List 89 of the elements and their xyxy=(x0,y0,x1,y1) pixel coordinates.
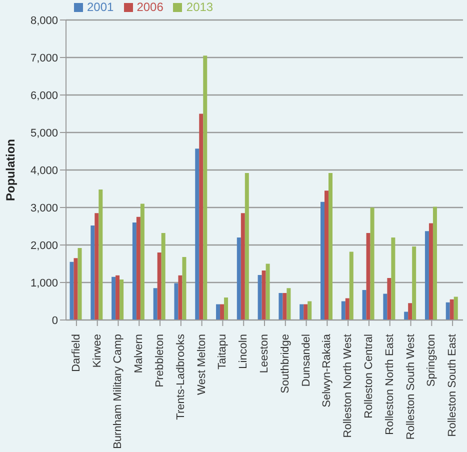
x-tick-label: Leeston xyxy=(258,334,270,374)
bar xyxy=(224,298,228,320)
x-tick-label: Kirwee xyxy=(91,334,104,368)
bar xyxy=(178,275,182,320)
bar xyxy=(136,216,140,320)
bar xyxy=(240,213,245,320)
legend-label: 2006 xyxy=(136,0,164,14)
bar xyxy=(70,262,74,320)
bar xyxy=(98,190,103,320)
x-tick-label: Selwyn-Rakaia xyxy=(321,333,334,408)
x-tick-label: Rolleston South East xyxy=(446,334,459,437)
bar xyxy=(345,298,350,320)
bar xyxy=(244,173,249,320)
x-tick-label: Lincoln xyxy=(238,334,250,369)
bar xyxy=(362,290,366,320)
bar xyxy=(424,231,429,320)
bar xyxy=(404,312,408,320)
bar xyxy=(300,304,304,320)
bar xyxy=(282,293,287,320)
x-tick-label: Darfield xyxy=(70,334,82,372)
bar xyxy=(90,226,95,320)
bar xyxy=(349,252,354,320)
bar xyxy=(328,173,332,320)
bar xyxy=(182,257,186,320)
bar xyxy=(286,288,291,320)
x-tick-label: Rolleston North West xyxy=(342,334,354,438)
bar xyxy=(116,275,120,320)
bar xyxy=(450,299,454,320)
bar xyxy=(408,303,412,320)
bar xyxy=(370,208,374,320)
bar xyxy=(278,293,283,320)
y-tick-label: 1,000 xyxy=(30,277,58,290)
bar xyxy=(383,294,388,320)
bar xyxy=(412,246,416,320)
legend-label: 2013 xyxy=(186,0,214,14)
x-tick-label: Rolleston North East xyxy=(384,334,396,435)
bar xyxy=(120,280,124,320)
x-tick-label: Burnham Military Camp xyxy=(112,334,124,449)
bar xyxy=(157,252,162,320)
y-tick-label: 2,000 xyxy=(30,240,58,252)
x-tick-label: Dunsandel xyxy=(300,334,312,387)
bar xyxy=(308,301,312,320)
bar xyxy=(432,206,437,320)
bar xyxy=(74,258,78,320)
bar xyxy=(262,270,266,320)
bar xyxy=(203,56,208,320)
y-tick-label: 8,000 xyxy=(30,14,58,27)
bar xyxy=(140,204,144,320)
bar xyxy=(153,288,158,320)
bar xyxy=(195,148,200,320)
bar xyxy=(161,233,166,320)
bar xyxy=(220,304,224,320)
bar xyxy=(454,296,458,320)
x-tick-label: Rolleston South West xyxy=(404,334,417,440)
bar xyxy=(341,301,346,320)
bar xyxy=(258,275,262,320)
x-tick-label: Trents-Ladbrooks xyxy=(174,334,187,420)
bar xyxy=(112,276,116,320)
bar xyxy=(304,304,308,320)
bar xyxy=(391,238,396,320)
bar xyxy=(216,304,220,320)
x-tick-label: Rolleston Central xyxy=(362,334,375,418)
bar xyxy=(199,114,204,320)
bar xyxy=(366,233,370,320)
bar xyxy=(78,248,82,320)
y-axis-title: Population xyxy=(3,139,18,201)
bar xyxy=(324,190,328,320)
bar xyxy=(94,213,99,320)
bar xyxy=(266,264,270,320)
y-tick-label: 3,000 xyxy=(30,202,58,214)
y-tick-label: 4,000 xyxy=(30,164,58,177)
bar xyxy=(320,202,324,320)
x-tick-label: West Melton xyxy=(196,334,208,395)
x-tick-label: Springston xyxy=(426,334,438,387)
bar xyxy=(236,238,241,320)
bar xyxy=(446,302,450,320)
x-tick-label: Southbridge xyxy=(279,334,292,394)
y-tick-label: 0 xyxy=(52,314,58,327)
bar xyxy=(387,278,392,320)
y-tick-label: 5,000 xyxy=(30,127,58,140)
bar xyxy=(174,283,178,320)
x-tick-label: Malvern xyxy=(133,334,146,374)
x-tick-label: Taitapu xyxy=(216,334,229,370)
x-tick-label: Prebbleton xyxy=(154,334,166,388)
y-tick-label: 7,000 xyxy=(30,52,58,64)
bar xyxy=(132,222,136,320)
bar xyxy=(428,223,433,320)
legend-label: 2001 xyxy=(87,0,114,14)
y-tick-label: 6,000 xyxy=(30,90,58,102)
